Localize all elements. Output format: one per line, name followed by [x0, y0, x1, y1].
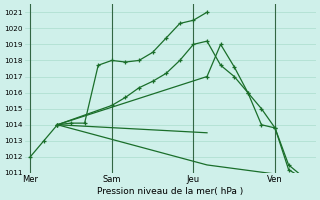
X-axis label: Pression niveau de la mer( hPa ): Pression niveau de la mer( hPa ): [97, 187, 244, 196]
